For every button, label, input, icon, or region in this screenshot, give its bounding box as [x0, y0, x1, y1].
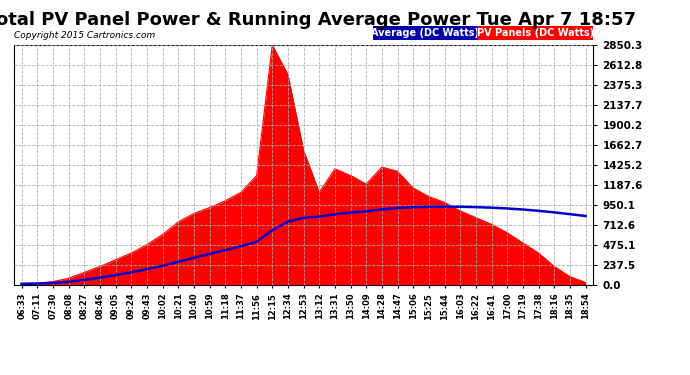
Text: Total PV Panel Power & Running Average Power Tue Apr 7 18:57: Total PV Panel Power & Running Average P…	[0, 11, 635, 29]
Text: Copyright 2015 Cartronics.com: Copyright 2015 Cartronics.com	[14, 31, 155, 40]
